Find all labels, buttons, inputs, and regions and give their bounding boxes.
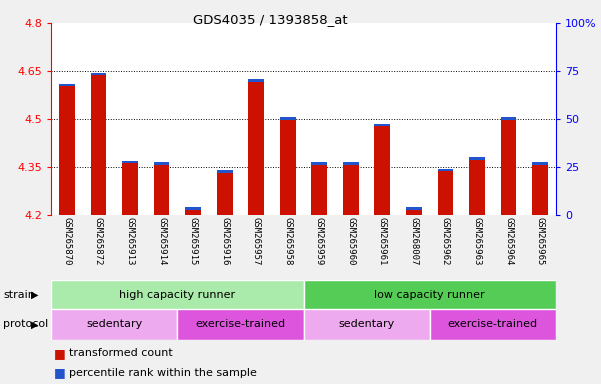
Text: sedentary: sedentary xyxy=(338,319,395,329)
Text: GSM265913: GSM265913 xyxy=(126,217,135,265)
Bar xyxy=(304,309,430,340)
Bar xyxy=(469,160,485,215)
Text: ▶: ▶ xyxy=(31,290,38,300)
Text: GSM265914: GSM265914 xyxy=(157,217,166,265)
Text: GSM265872: GSM265872 xyxy=(94,217,103,265)
Text: strain: strain xyxy=(3,290,35,300)
Text: ▶: ▶ xyxy=(31,319,38,329)
Text: GSM265962: GSM265962 xyxy=(441,217,450,265)
Bar xyxy=(51,309,177,340)
Text: GSM265957: GSM265957 xyxy=(252,217,261,265)
Bar xyxy=(248,82,264,215)
Text: GSM265916: GSM265916 xyxy=(220,217,229,265)
Bar xyxy=(438,171,453,215)
Bar xyxy=(501,120,516,215)
Text: sedentary: sedentary xyxy=(86,319,142,329)
Bar xyxy=(154,162,169,165)
Bar xyxy=(185,207,201,210)
Bar xyxy=(311,165,327,215)
Bar xyxy=(59,86,75,215)
Bar xyxy=(217,170,233,173)
Text: low capacity runner: low capacity runner xyxy=(374,290,485,300)
Bar xyxy=(248,79,264,82)
Bar xyxy=(311,162,327,165)
Text: GSM268007: GSM268007 xyxy=(409,217,418,265)
Bar xyxy=(91,75,106,215)
Text: protocol: protocol xyxy=(3,319,48,329)
Bar xyxy=(343,165,359,215)
Bar xyxy=(154,165,169,215)
Bar xyxy=(280,120,296,215)
Bar xyxy=(51,280,304,309)
Bar xyxy=(532,165,548,215)
Text: ■: ■ xyxy=(54,366,66,379)
Bar xyxy=(177,309,304,340)
Bar xyxy=(374,126,390,215)
Text: GSM265958: GSM265958 xyxy=(283,217,292,265)
Text: exercise-trained: exercise-trained xyxy=(448,319,538,329)
Text: GSM265963: GSM265963 xyxy=(472,217,481,265)
Text: GSM265965: GSM265965 xyxy=(535,217,545,265)
Bar xyxy=(59,84,75,86)
Text: high capacity runner: high capacity runner xyxy=(119,290,236,300)
Bar xyxy=(122,161,138,163)
Text: exercise-trained: exercise-trained xyxy=(195,319,285,329)
Bar xyxy=(406,210,422,215)
Bar xyxy=(304,280,556,309)
Bar xyxy=(469,157,485,160)
Text: GSM265870: GSM265870 xyxy=(63,217,72,265)
Text: GSM265961: GSM265961 xyxy=(378,217,387,265)
Bar xyxy=(343,162,359,165)
Text: transformed count: transformed count xyxy=(69,348,173,358)
Bar xyxy=(185,210,201,215)
Bar xyxy=(430,309,556,340)
Text: GDS4035 / 1393858_at: GDS4035 / 1393858_at xyxy=(193,13,348,26)
Text: GSM265915: GSM265915 xyxy=(189,217,198,265)
Bar xyxy=(532,162,548,165)
Bar xyxy=(501,118,516,120)
Bar xyxy=(374,124,390,126)
Text: GSM265959: GSM265959 xyxy=(315,217,324,265)
Text: ■: ■ xyxy=(54,347,66,359)
Bar xyxy=(122,163,138,215)
Bar xyxy=(91,73,106,75)
Bar xyxy=(406,207,422,210)
Bar xyxy=(438,169,453,171)
Text: GSM265964: GSM265964 xyxy=(504,217,513,265)
Text: percentile rank within the sample: percentile rank within the sample xyxy=(69,368,257,378)
Bar xyxy=(217,173,233,215)
Text: GSM265960: GSM265960 xyxy=(346,217,355,265)
Bar xyxy=(280,118,296,120)
